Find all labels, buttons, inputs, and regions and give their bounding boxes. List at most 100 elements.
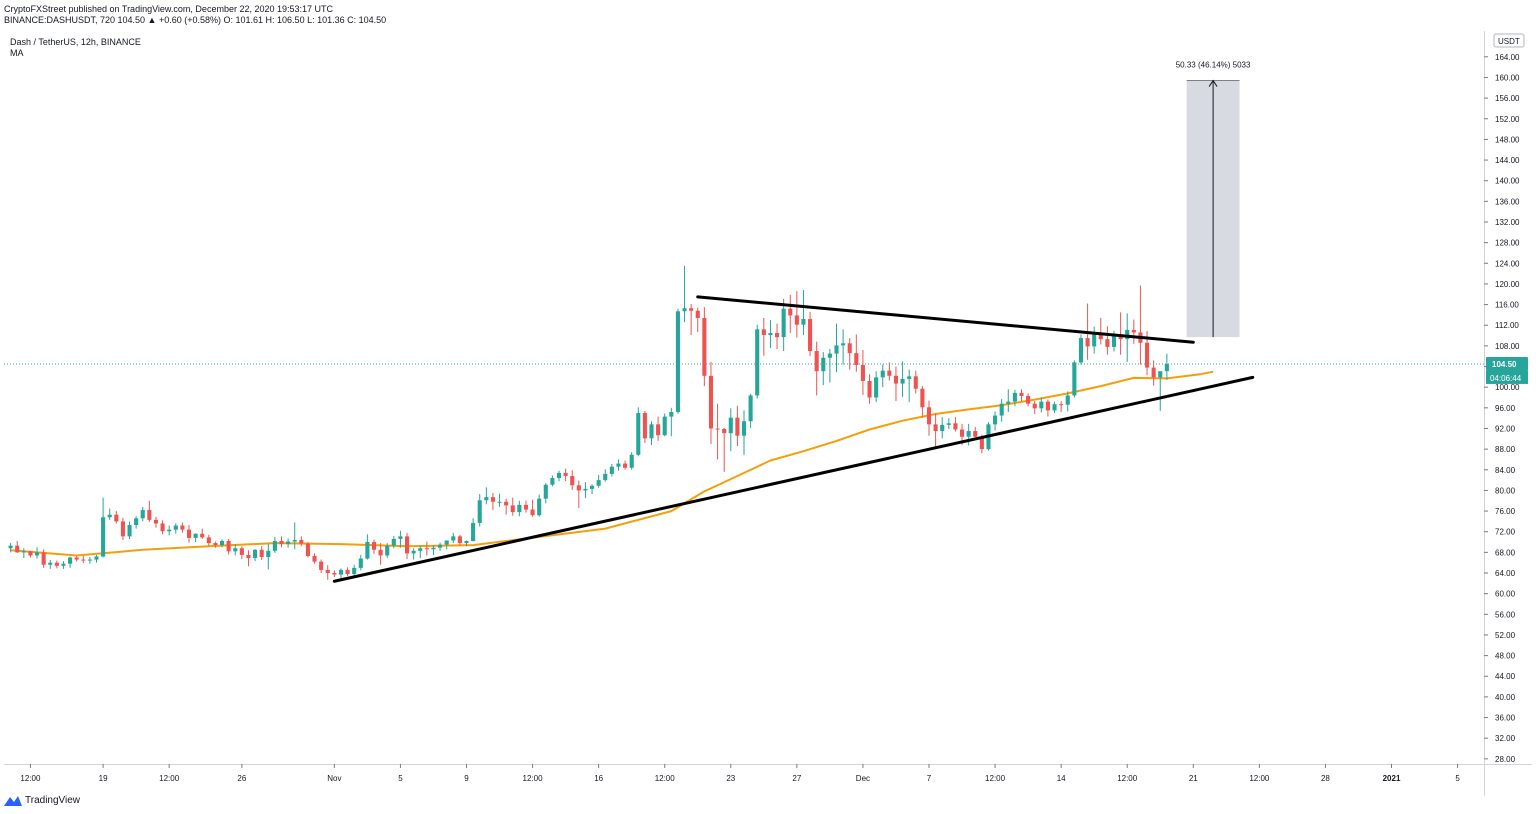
candle (1006, 389, 1011, 412)
time-tick-label: 26 (237, 774, 246, 783)
candle (656, 416, 661, 441)
tradingview-logo[interactable]: TradingView (4, 795, 80, 806)
candle-body (48, 562, 53, 565)
price-tick-label: 120.00 (1495, 280, 1520, 289)
candle-body (180, 525, 185, 530)
candle-body (21, 551, 26, 553)
candle-body (1052, 404, 1057, 411)
symbol-info-line: BINANCE:DASHUSDT, 720 104.50 ▲ +0.60 (+0… (4, 15, 387, 25)
candle (41, 549, 46, 568)
price-tick-label: 92.00 (1495, 424, 1516, 433)
candle-body (167, 529, 172, 532)
price-tick-label: 44.00 (1495, 672, 1516, 681)
candle-body (332, 573, 337, 575)
price-tick-label: 148.00 (1495, 135, 1520, 144)
candle (788, 294, 793, 333)
candle-body (1078, 338, 1084, 363)
candle (140, 506, 145, 522)
price-tick-label: 124.00 (1495, 259, 1520, 268)
candle (418, 545, 423, 559)
candle-body (907, 376, 912, 379)
candle-body (1045, 401, 1050, 411)
candle-body (253, 549, 258, 559)
trendline (696, 295, 1195, 344)
candle-body (385, 545, 390, 556)
countdown-label: 04:06:44 (1490, 374, 1522, 383)
price-chart[interactable]: 164.00 160.00 156.00 152.00 148.00 144.00 140.… (4, 31, 1532, 796)
time-tick-label: Dec (856, 774, 870, 783)
candle (761, 318, 766, 356)
candle (537, 494, 542, 517)
trendline (332, 375, 1255, 583)
candle (424, 541, 429, 556)
candle-body (1105, 339, 1110, 347)
candle (973, 426, 978, 438)
chart-svg[interactable]: 164.00 160.00 156.00 152.00 148.00 144.00 140.… (4, 31, 1532, 796)
candle-body (841, 343, 846, 346)
candle-body (61, 563, 66, 566)
candle-body (920, 388, 925, 408)
candle-body (530, 509, 535, 516)
candle (768, 320, 773, 348)
candle (854, 334, 859, 372)
candle (54, 560, 59, 569)
candle (636, 407, 641, 457)
candle-body (497, 501, 502, 503)
candle-body (735, 417, 740, 436)
candle-body (940, 424, 945, 432)
candle-body (1039, 401, 1044, 409)
candle-body (312, 555, 317, 562)
candle-body (160, 523, 165, 532)
candle-body (147, 510, 152, 520)
price-tick-label: 108.00 (1495, 342, 1520, 351)
candle (200, 528, 205, 539)
candle-body (319, 561, 324, 570)
candles-layer (8, 265, 1169, 580)
candle (616, 459, 621, 471)
candle-body (404, 536, 410, 554)
price-tick-label: 116.00 (1495, 301, 1519, 310)
currency-label: USDT (1498, 37, 1520, 46)
candle-body (821, 357, 826, 372)
time-axis[interactable]: 12:00 19 12:00 26 Nov 5 9 12:00 16 12:00 23 27 Dec 7 1… (20, 764, 1460, 783)
candle-body (543, 484, 548, 499)
price-tick-label: 52.00 (1495, 631, 1516, 640)
candle-body (781, 308, 786, 338)
candle-body (860, 364, 865, 381)
tradingview-label: TradingView (25, 795, 81, 806)
candle-body (68, 557, 73, 564)
candle (794, 291, 799, 338)
candle (219, 539, 225, 548)
candle (708, 361, 714, 444)
candle-body (213, 543, 218, 546)
currency-badge (1493, 33, 1525, 48)
candle (87, 557, 92, 564)
candle-body (867, 380, 872, 398)
time-tick-label: 27 (792, 774, 801, 783)
candle (305, 542, 310, 558)
candle-body (662, 416, 667, 436)
candle-body (689, 308, 694, 311)
candle-body (193, 533, 198, 538)
price-tick-label: 68.00 (1495, 548, 1516, 557)
candle (1151, 360, 1156, 386)
candle-body (629, 454, 634, 468)
candle (312, 553, 317, 564)
candle (808, 311, 813, 357)
candle (1092, 326, 1097, 354)
candle (286, 538, 291, 548)
candle-body (893, 375, 899, 384)
candle (563, 468, 568, 482)
price-tick-label: 64.00 (1495, 569, 1516, 578)
candle (1138, 285, 1143, 365)
candle (101, 497, 106, 558)
candle-body (1012, 392, 1017, 402)
candle-body (708, 375, 714, 429)
candle-body (1125, 329, 1130, 340)
candle-body (424, 548, 429, 550)
candle (15, 541, 20, 553)
candle (365, 534, 370, 560)
candle-body (464, 541, 469, 544)
candle (484, 487, 489, 505)
candle (748, 393, 753, 428)
